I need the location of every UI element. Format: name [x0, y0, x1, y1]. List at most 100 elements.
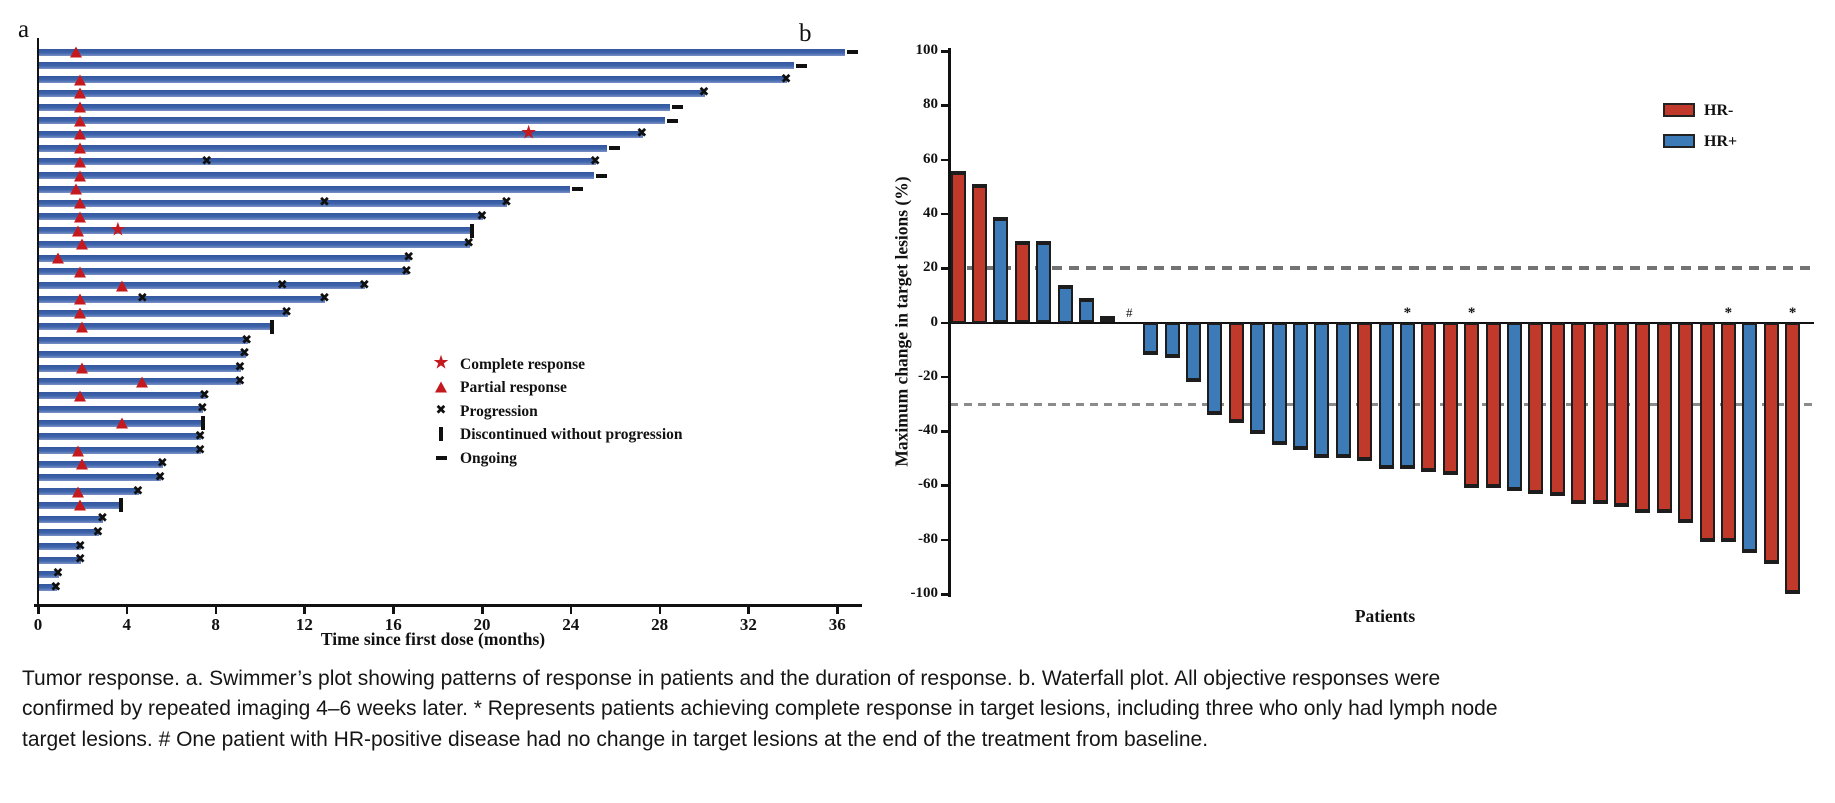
legend-ongoing-icon	[436, 455, 447, 460]
swimmer-x-tick-label: 16	[384, 615, 402, 634]
waterfall-y-axis-title: Maximum change in target lesions (%)	[891, 176, 912, 467]
waterfall-legend-label: HR-	[1704, 102, 1734, 119]
waterfall-bar	[1485, 322, 1501, 489]
waterfall-refline-plus20	[950, 266, 1814, 270]
swimmer-x-tick-label: 24	[562, 615, 580, 634]
waterfall-y-tick-label: -40	[918, 422, 938, 439]
waterfall-bar	[1014, 241, 1030, 323]
progression-end-marker: ✖	[403, 250, 415, 266]
swimmer-bar	[39, 240, 470, 248]
ongoing-marker	[571, 187, 583, 192]
progression-end-marker: ✖	[199, 387, 210, 403]
complete-response-marker: ★	[520, 122, 538, 145]
waterfall-bar	[1057, 284, 1073, 323]
swimmer-bar	[39, 144, 608, 152]
waterfall-bar	[1742, 322, 1758, 554]
swimmer-bar	[39, 89, 705, 97]
progression-end-marker: ✖	[463, 236, 475, 252]
waterfall-y-tick	[941, 104, 949, 107]
progression-marker: ✖	[136, 291, 148, 307]
discontinued-marker	[469, 223, 474, 238]
swimmer-bar	[39, 268, 408, 276]
progression-end-marker: ✖	[241, 332, 253, 348]
legend-item-label: Progression	[460, 402, 538, 420]
waterfall-y-tick-label: -100	[910, 585, 939, 601]
waterfall-y-tick	[941, 212, 949, 216]
waterfall-bar	[1549, 322, 1565, 497]
waterfall-y-tick-label: 80	[923, 96, 938, 113]
partial-response-marker	[72, 486, 84, 498]
waterfall-bar	[1506, 322, 1522, 491]
waterfall-bar	[971, 184, 987, 323]
legend-partial-response-icon	[435, 381, 447, 393]
partial-response-marker	[74, 266, 87, 278]
legend-progression-icon: ✖	[435, 403, 447, 419]
swimmer-bar	[39, 392, 206, 399]
waterfall-bar	[1207, 322, 1223, 415]
waterfall-bar	[1164, 322, 1180, 358]
ongoing-marker	[846, 50, 858, 54]
progression-end-marker: ✖	[92, 525, 104, 541]
partial-response-marker	[74, 128, 87, 140]
swimmer-bar	[39, 254, 410, 262]
swimmer-x-tick	[37, 606, 40, 614]
complete-response-star-annotation: *	[1403, 304, 1412, 321]
swimmer-x-tick	[569, 606, 573, 614]
waterfall-bar	[1143, 322, 1159, 356]
swimmer-bar	[39, 474, 162, 482]
waterfall-legend-label: HR+	[1704, 133, 1738, 150]
swimmer-bar	[39, 227, 472, 235]
swimmer-x-tick	[125, 606, 129, 614]
swimmer-x-tick	[658, 606, 662, 614]
figure-caption: Tumor response. a. Swimmer’s plot showin…	[22, 667, 1498, 751]
waterfall-y-tick-label: 40	[923, 204, 938, 221]
waterfall-y-tick	[941, 321, 949, 324]
waterfall-x-axis-title: Patients	[1354, 606, 1416, 626]
waterfall-legend-swatch	[1663, 103, 1695, 117]
waterfall-y-tick	[941, 375, 949, 379]
partial-response-marker	[74, 101, 87, 113]
progression-end-marker: ✖	[196, 401, 208, 417]
waterfall-bar	[1100, 315, 1116, 323]
swimmer-bar	[39, 295, 326, 303]
progression-end-marker: ✖	[194, 442, 206, 458]
waterfall-plot-area: # * * * * 100 80 60 40 20 0 -20 -40 -60 -80 -100 Maxim…	[891, 42, 1814, 626]
swimmer-x-tick-label: 28	[651, 615, 669, 634]
waterfall-bar	[1528, 322, 1544, 494]
swimmer-x-tick-label: 4	[122, 615, 132, 634]
progression-end-marker: ✖	[401, 264, 412, 280]
partial-response-marker	[136, 376, 149, 388]
ongoing-marker	[609, 146, 621, 151]
ongoing-marker	[795, 63, 807, 68]
swimmer-bar	[39, 185, 570, 193]
progression-end-marker: ✖	[500, 195, 512, 211]
panel-a-label: a	[18, 16, 30, 43]
swimmer-bar	[39, 130, 643, 138]
swimmer-bar	[39, 543, 82, 551]
partial-response-marker	[76, 238, 89, 250]
partial-response-marker	[74, 390, 87, 401]
waterfall-bar	[1699, 322, 1715, 543]
swimmer-x-tick-label: 12	[295, 615, 313, 634]
waterfall-bar	[1399, 322, 1415, 470]
waterfall-bar	[1442, 322, 1458, 475]
partial-response-marker	[74, 307, 87, 319]
legend-item-label: Partial response	[460, 379, 567, 397]
waterfall-bar	[1571, 322, 1587, 505]
progression-end-marker: ✖	[318, 291, 330, 307]
partial-response-marker	[72, 445, 84, 456]
swimmer-x-tick-label: 36	[828, 615, 846, 634]
swimmer-bar	[39, 309, 288, 317]
partial-response-marker	[74, 170, 87, 182]
partial-response-marker	[74, 156, 87, 168]
waterfall-y-tick	[941, 267, 949, 270]
swimmer-bar	[39, 364, 241, 372]
swimmer-x-axis	[34, 604, 862, 607]
swimmer-bar	[39, 460, 164, 468]
progression-end-marker: ✖	[154, 470, 166, 486]
ongoing-marker	[671, 105, 683, 109]
swimmer-bar	[39, 529, 99, 537]
progression-end-marker: ✖	[281, 305, 293, 321]
swimmer-bar	[39, 337, 248, 344]
